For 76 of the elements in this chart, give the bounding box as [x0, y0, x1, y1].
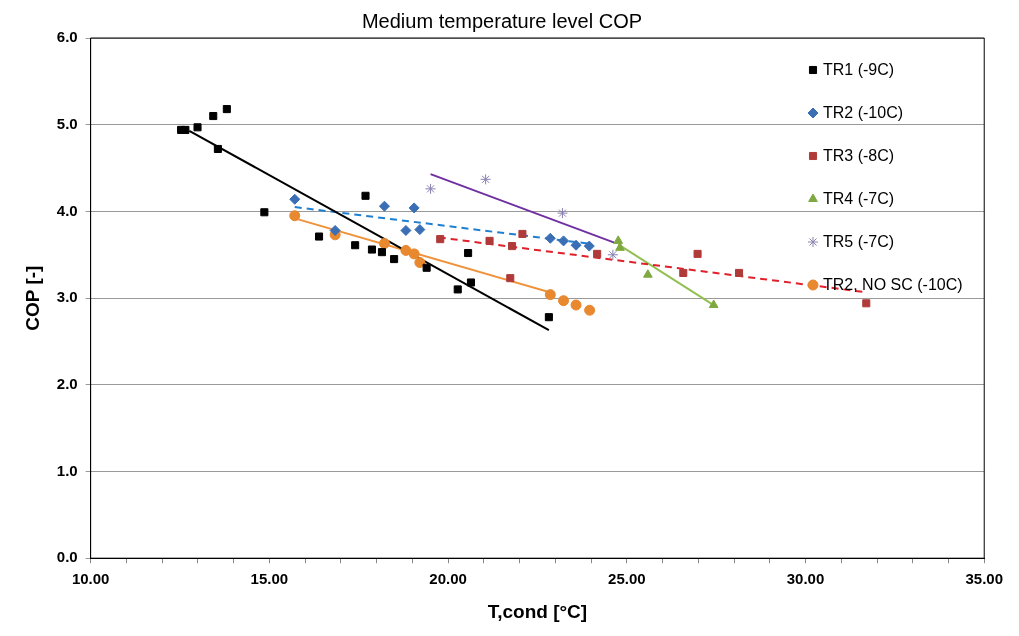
point	[506, 274, 515, 283]
legend-label: TR1 (-9C)	[823, 60, 895, 79]
point	[408, 202, 420, 214]
point	[613, 235, 624, 244]
y-tick-label: 1.0	[56, 461, 78, 479]
x-tick-label: 25.00	[608, 570, 646, 588]
point	[583, 240, 595, 252]
x-tick-label: 20.00	[429, 570, 467, 588]
chart-title: Medium temperature level COP	[361, 9, 643, 32]
point	[453, 285, 462, 294]
point	[361, 191, 370, 200]
point	[518, 229, 527, 238]
x-tick-label: 30.00	[786, 570, 825, 588]
y-tick-label: 4.0	[56, 201, 78, 219]
y-tick-label: 3.0	[56, 288, 78, 306]
point	[425, 183, 437, 195]
point	[464, 248, 473, 258]
point	[556, 207, 568, 219]
point	[607, 249, 619, 261]
point	[390, 255, 399, 264]
point	[480, 173, 492, 185]
point	[414, 257, 426, 269]
point	[708, 299, 719, 309]
point	[329, 224, 341, 236]
x-tick-label: 10.00	[71, 570, 110, 588]
y-tick-label: 0.0	[56, 548, 78, 566]
y-axis-title: COP [-]	[21, 265, 43, 331]
point	[181, 125, 190, 134]
point	[544, 232, 556, 244]
point	[289, 210, 301, 222]
point	[315, 232, 324, 241]
point	[558, 295, 570, 307]
y-tick-label: 6.0	[56, 28, 78, 46]
legend-label: TR2, NO SC (-10C)	[823, 275, 963, 294]
y-tick-label: 5.0	[56, 114, 78, 132]
point	[544, 289, 556, 301]
point	[693, 249, 702, 258]
point	[544, 313, 553, 322]
point	[615, 242, 625, 251]
x-axis-title: T,cond [°C]	[487, 600, 588, 622]
point	[508, 242, 517, 251]
point	[408, 248, 420, 260]
legend-label: TR4 (-7C)	[823, 189, 895, 208]
point	[466, 278, 475, 287]
point	[485, 236, 494, 245]
point	[351, 241, 360, 250]
y-tick-label: 2.0	[56, 374, 78, 392]
point	[222, 105, 231, 114]
point	[558, 235, 570, 247]
point	[213, 144, 222, 154]
x-tick-label: 15.00	[250, 570, 289, 588]
point	[593, 249, 602, 258]
point	[400, 244, 412, 256]
point	[862, 299, 871, 308]
point	[643, 269, 653, 278]
point	[414, 224, 426, 236]
point	[735, 268, 744, 277]
point	[378, 200, 390, 212]
point	[209, 111, 218, 121]
point	[584, 304, 596, 316]
point	[422, 263, 431, 272]
point	[377, 248, 386, 257]
legend-label: TR3 (-8C)	[823, 146, 895, 165]
point	[400, 224, 412, 236]
x-tick-label: 35.00	[965, 570, 1004, 588]
point	[260, 208, 269, 217]
point	[378, 237, 390, 249]
point	[679, 268, 688, 277]
point	[570, 239, 582, 251]
legend-label: TR2 (-10C)	[823, 103, 904, 122]
point	[289, 193, 301, 205]
legend-label: TR5 (-7C)	[823, 232, 895, 251]
point	[570, 299, 582, 311]
point	[436, 235, 445, 244]
point	[193, 123, 202, 132]
point	[367, 245, 376, 254]
